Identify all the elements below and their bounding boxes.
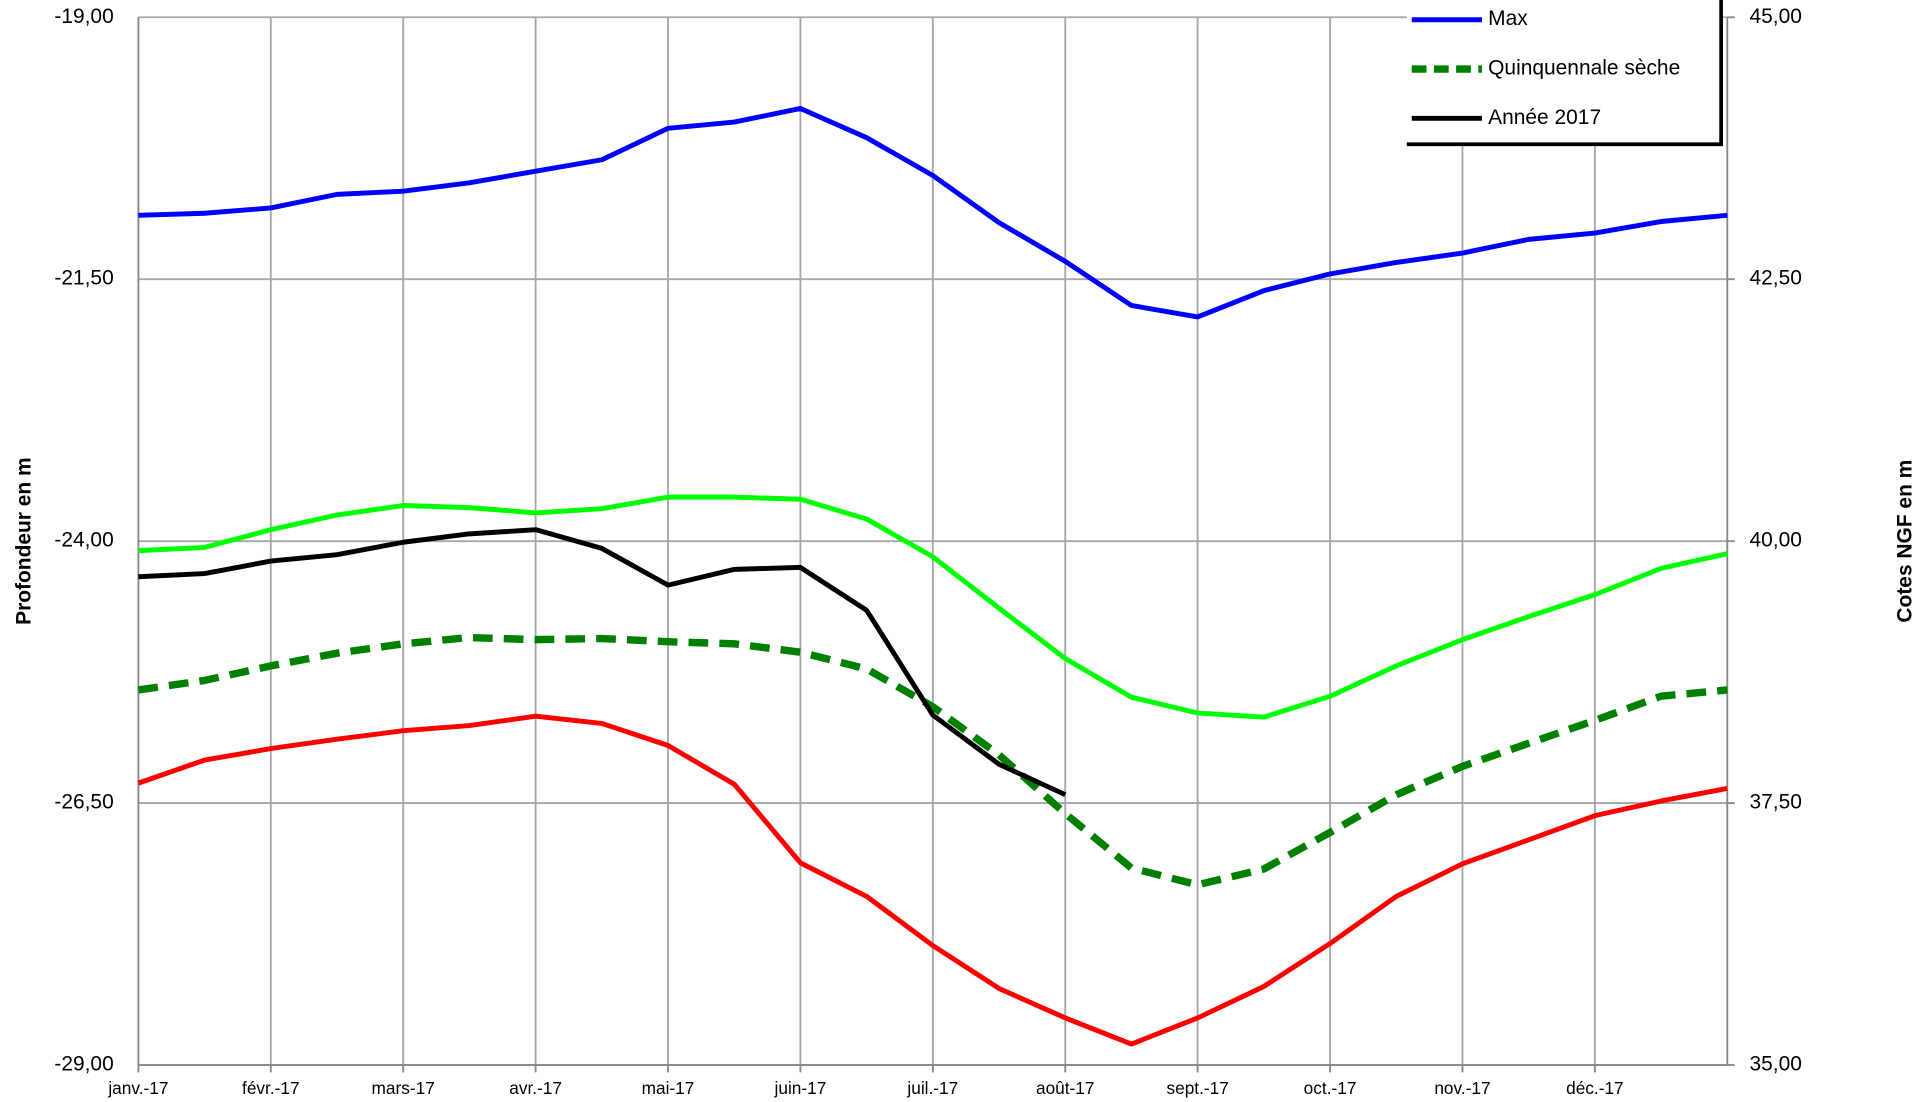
x-tick-label: févr.-17 bbox=[242, 1078, 300, 1098]
x-tick-label: oct.-17 bbox=[1304, 1078, 1357, 1098]
legend-label: Quinquennale sèche bbox=[1488, 57, 1680, 80]
y-tick-label: -26,50 bbox=[54, 791, 113, 814]
y2-tick-label: 42,50 bbox=[1749, 267, 1801, 290]
x-tick-label: juil.-17 bbox=[906, 1078, 958, 1098]
x-tick-label: déc.-17 bbox=[1566, 1078, 1624, 1098]
y2-axis-title: Cotes NGF en m bbox=[1894, 460, 1917, 623]
series-line bbox=[138, 494, 1728, 720]
y2-tick-label: 40,00 bbox=[1749, 529, 1801, 552]
series-line bbox=[137, 713, 1728, 1047]
x-tick-label: avr.-17 bbox=[509, 1078, 562, 1098]
legend-label: Max bbox=[1488, 7, 1528, 30]
series-line bbox=[138, 106, 1728, 320]
x-tick-label: mai-17 bbox=[642, 1078, 695, 1098]
series-line bbox=[138, 527, 1067, 797]
legend: Max Quinquennale sèche Année 2017 bbox=[1406, 0, 1723, 147]
y-tick-label: -29,00 bbox=[54, 1053, 113, 1076]
y-tick-label: -19,00 bbox=[54, 5, 113, 28]
y2-tick-label: 45,00 bbox=[1749, 5, 1801, 28]
x-tick-label: mars-17 bbox=[372, 1078, 435, 1098]
legend-border bbox=[1406, 0, 1723, 147]
y-axis-title: Profondeur en m bbox=[13, 457, 36, 625]
y-tick-label: -24,00 bbox=[54, 529, 113, 552]
y2-tick-label: 37,50 bbox=[1749, 791, 1801, 814]
x-tick-label: janv.-17 bbox=[107, 1078, 168, 1098]
legend-label: Année 2017 bbox=[1488, 106, 1601, 129]
x-tick-label: juin-17 bbox=[774, 1078, 827, 1098]
series-line bbox=[137, 633, 1728, 889]
x-tick-label: août-17 bbox=[1036, 1078, 1095, 1098]
y-tick-label: -21,50 bbox=[54, 267, 113, 290]
x-tick-label: nov.-17 bbox=[1434, 1078, 1490, 1098]
x-tick-label: sept.-17 bbox=[1166, 1078, 1228, 1098]
y2-tick-label: 35,00 bbox=[1749, 1053, 1801, 1076]
